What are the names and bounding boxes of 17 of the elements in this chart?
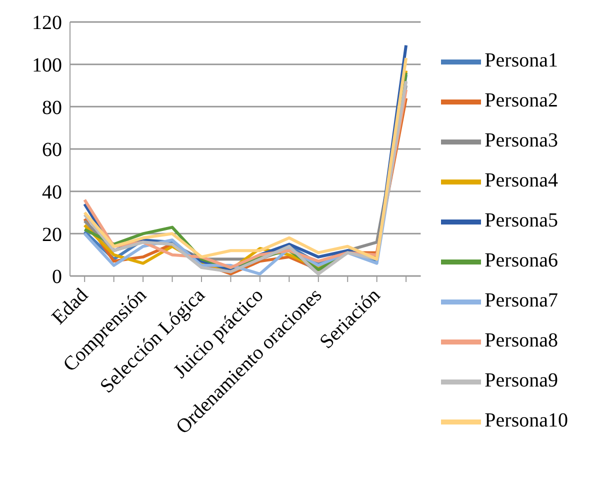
legend-label: Persona3 — [484, 130, 558, 152]
legend-label: Persona4 — [484, 170, 558, 192]
legend-label: Persona5 — [484, 210, 558, 232]
legend-label: Persona9 — [484, 370, 558, 392]
y-tick-label: 40 — [42, 181, 62, 204]
legend-label: Persona10 — [484, 410, 568, 432]
y-tick-label: 120 — [32, 12, 62, 34]
legend-label: Persona2 — [484, 90, 558, 112]
y-tick-label: 20 — [42, 224, 62, 246]
y-tick-label: 100 — [32, 54, 62, 76]
y-tick-label: 0 — [52, 266, 62, 288]
legend-label: Persona6 — [484, 250, 558, 272]
legend-label: Persona7 — [484, 290, 558, 312]
y-tick-label: 60 — [42, 139, 62, 162]
y-tick-label: 80 — [42, 96, 62, 119]
legend-label: Persona8 — [484, 330, 558, 352]
legend-label: Persona1 — [484, 50, 558, 72]
